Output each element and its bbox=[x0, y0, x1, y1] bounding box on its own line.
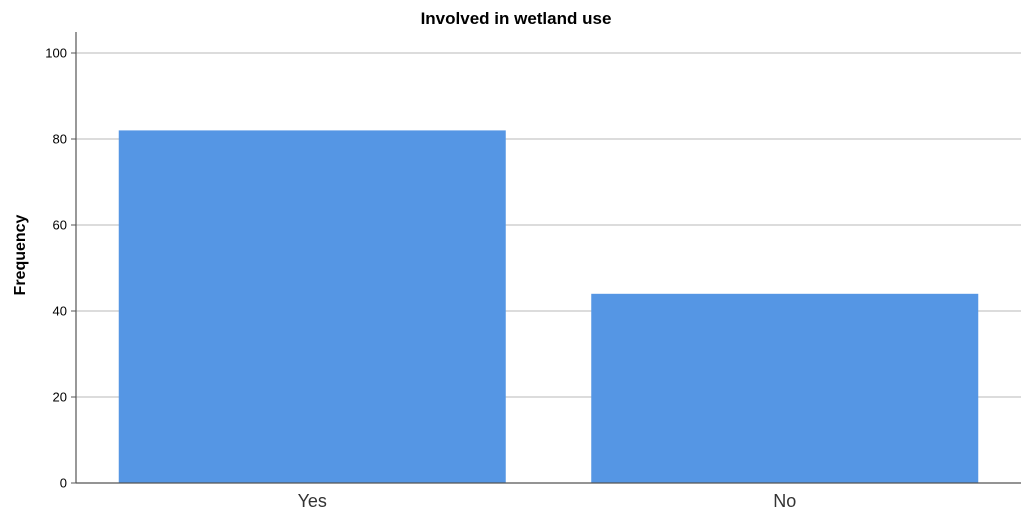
y-tick-label: 20 bbox=[53, 390, 67, 405]
x-tick-label: Yes bbox=[298, 491, 327, 511]
y-tick-label: 100 bbox=[45, 46, 67, 61]
x-tick-label: No bbox=[773, 491, 796, 511]
y-tick-label: 0 bbox=[60, 476, 67, 491]
y-tick-label: 80 bbox=[53, 132, 67, 147]
y-tick-labels: 0 20 40 60 80 100 bbox=[45, 46, 67, 491]
x-tick-labels: Yes No bbox=[298, 491, 797, 511]
bars bbox=[118, 130, 979, 483]
bar-no bbox=[591, 293, 979, 483]
axes bbox=[71, 32, 1021, 484]
y-axis-label: Frequency bbox=[12, 214, 29, 295]
bar-yes bbox=[118, 130, 506, 483]
chart-title: Involved in wetland use bbox=[421, 9, 612, 28]
y-tick-label: 60 bbox=[53, 218, 67, 233]
y-tick-label: 40 bbox=[53, 304, 67, 319]
